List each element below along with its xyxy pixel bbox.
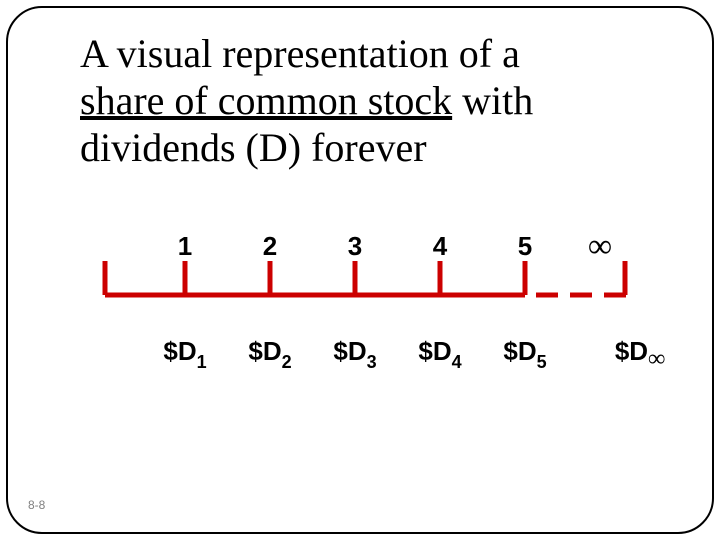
- slide-title: A visual representation of a share of co…: [80, 30, 660, 172]
- svg-text:$D1: $D1: [163, 336, 206, 372]
- title-line2-suffix: with: [452, 78, 533, 123]
- svg-text:$D3: $D3: [333, 336, 376, 372]
- svg-text:∞: ∞: [588, 228, 612, 265]
- svg-text:$D∞: $D∞: [615, 336, 665, 372]
- title-line3: dividends (D) forever: [80, 125, 427, 170]
- svg-text:$D2: $D2: [248, 336, 291, 372]
- svg-text:5: 5: [518, 231, 532, 261]
- svg-text:4: 4: [433, 231, 448, 261]
- svg-text:2: 2: [263, 231, 277, 261]
- svg-text:3: 3: [348, 231, 362, 261]
- svg-text:$D5: $D5: [503, 336, 546, 372]
- svg-text:1: 1: [178, 231, 192, 261]
- svg-text:$D4: $D4: [418, 336, 461, 372]
- slide-number: 8-8: [28, 498, 45, 512]
- timeline-diagram: 1 $D1 2 $D2 3 $D3 4 $D4 5 $D5 ∞ $D∞: [70, 225, 670, 395]
- title-underline: share of common stock: [80, 78, 452, 123]
- title-line1: A visual representation of a: [80, 31, 520, 76]
